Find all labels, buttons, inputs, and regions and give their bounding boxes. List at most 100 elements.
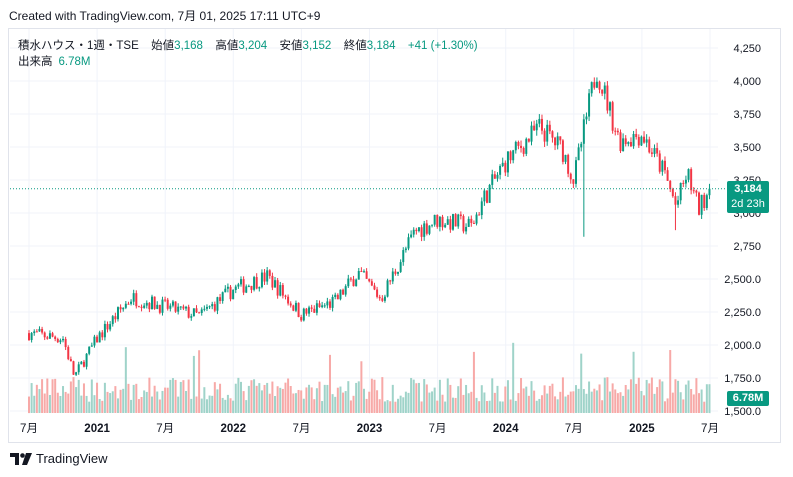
candle-body bbox=[373, 285, 376, 290]
x-tick-label: 2023 bbox=[357, 423, 383, 435]
candle-body bbox=[391, 271, 394, 282]
candle-body bbox=[185, 306, 188, 309]
candle-body bbox=[347, 278, 350, 287]
volume-bar bbox=[106, 391, 109, 413]
candle-body bbox=[438, 216, 441, 227]
candle-body bbox=[624, 138, 627, 145]
volume-bar bbox=[33, 395, 36, 413]
candle-body bbox=[313, 308, 316, 313]
candle-body bbox=[616, 130, 619, 133]
volume-bar bbox=[35, 384, 38, 413]
candle-body bbox=[145, 302, 148, 306]
candle-body bbox=[279, 285, 282, 296]
volume-bar bbox=[368, 391, 371, 413]
candle-body bbox=[232, 289, 235, 300]
x-tick-label: 2021 bbox=[84, 423, 110, 435]
candle-body bbox=[580, 143, 583, 148]
legend-close-value: 3,184 bbox=[366, 40, 396, 52]
candle-body bbox=[590, 82, 593, 94]
volume-bar bbox=[399, 395, 402, 413]
candle-body bbox=[363, 271, 366, 273]
candle-body bbox=[425, 223, 428, 234]
volume-bar bbox=[394, 401, 397, 413]
candle-body bbox=[69, 359, 72, 362]
candle-body bbox=[454, 214, 457, 227]
candle-body bbox=[219, 297, 222, 301]
volume-bar bbox=[276, 386, 279, 413]
volume-bar bbox=[690, 389, 693, 413]
candle-body bbox=[284, 295, 287, 297]
candle-body bbox=[574, 160, 577, 184]
candle-body bbox=[208, 306, 211, 308]
volume-bar bbox=[208, 395, 211, 413]
candle-body bbox=[198, 312, 201, 314]
volume-bar bbox=[169, 379, 172, 413]
footer-brand[interactable]: TradingView bbox=[10, 451, 108, 466]
candle-body bbox=[226, 286, 229, 289]
volume-bar bbox=[166, 387, 169, 413]
volume-bar bbox=[666, 398, 669, 413]
candle-body bbox=[682, 182, 685, 184]
candle-body bbox=[569, 173, 572, 180]
volume-bar bbox=[360, 361, 363, 413]
candle-body bbox=[700, 194, 703, 215]
volume-bar bbox=[391, 384, 394, 413]
volume-bar bbox=[54, 378, 57, 413]
candle-body bbox=[96, 336, 99, 343]
candle-body bbox=[478, 214, 481, 216]
volume-bar bbox=[554, 396, 557, 413]
candle-body bbox=[423, 223, 426, 237]
candle-body bbox=[404, 248, 407, 251]
volume-bar bbox=[242, 391, 245, 413]
volume-bar bbox=[546, 393, 549, 413]
candle-body bbox=[370, 281, 373, 286]
volume-bar bbox=[480, 385, 483, 413]
candle-body bbox=[402, 250, 405, 263]
y-tick-label: 3,500 bbox=[733, 142, 761, 154]
candle-body bbox=[653, 148, 656, 154]
volume-bar bbox=[441, 394, 444, 413]
volume-bar bbox=[556, 399, 559, 413]
volume-bar bbox=[478, 401, 481, 413]
candle-body bbox=[82, 361, 85, 367]
candle-body bbox=[483, 190, 486, 202]
volume-bar bbox=[640, 390, 643, 413]
volume-bar bbox=[609, 391, 612, 413]
volume-bar bbox=[522, 388, 525, 413]
volume-bar bbox=[386, 400, 389, 413]
volume-bar bbox=[203, 387, 206, 413]
volume-bar bbox=[383, 401, 386, 413]
volume-bar bbox=[289, 386, 292, 413]
volume-bar bbox=[603, 377, 606, 413]
candle-body bbox=[300, 317, 303, 321]
candle-body bbox=[493, 174, 496, 179]
volume-bar bbox=[96, 382, 99, 413]
candle-body bbox=[182, 306, 185, 309]
volume-bar bbox=[370, 378, 373, 413]
volume-bar bbox=[624, 384, 627, 413]
volume-bar bbox=[247, 385, 250, 413]
candle-body bbox=[512, 150, 515, 161]
candle-body bbox=[533, 125, 536, 131]
candle-body bbox=[289, 303, 292, 306]
volume-bar bbox=[632, 351, 635, 413]
candle-body bbox=[310, 307, 313, 309]
candle-body bbox=[321, 305, 324, 308]
candle-body bbox=[247, 285, 250, 287]
candle-body bbox=[349, 278, 352, 280]
volume-bar bbox=[103, 382, 106, 413]
volume-bar bbox=[305, 387, 308, 413]
candle-body bbox=[598, 81, 601, 90]
volume-bar bbox=[200, 398, 203, 413]
volume-bar bbox=[425, 384, 428, 413]
candle-body bbox=[56, 339, 59, 343]
volume-bar bbox=[695, 378, 698, 413]
volume-bar bbox=[674, 379, 677, 413]
volume-bar bbox=[255, 385, 258, 413]
volume-bar bbox=[569, 391, 572, 413]
candle-body bbox=[554, 137, 557, 146]
volume-bar bbox=[90, 379, 93, 413]
volume-bar bbox=[527, 395, 530, 413]
volume-bar bbox=[486, 401, 489, 413]
